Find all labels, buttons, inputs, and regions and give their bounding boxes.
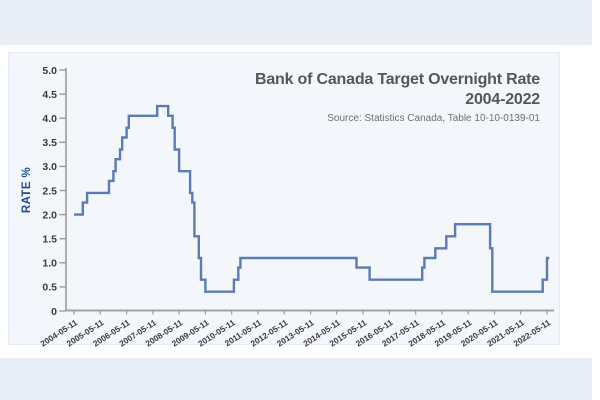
y-tick-label: 0.5 [42, 282, 57, 294]
rate-step-line [74, 104, 550, 293]
y-axis-title: RATE % [21, 166, 33, 214]
chart-title-line1: Bank of Canada Target Overnight Rate [254, 71, 540, 88]
page-background-strip-bottom [0, 358, 592, 400]
y-axis: 0 0.5 1.0 1.5 2.0 2.5 3.0 3.5 4.0 4.5 5.0 [42, 65, 67, 318]
y-tick-label: 0 [51, 306, 57, 318]
y-tick-label: 4.0 [42, 113, 57, 125]
y-tick-label: 3.0 [42, 161, 57, 173]
y-tick-label: 1.5 [42, 234, 57, 246]
page-background-strip-top [0, 0, 592, 45]
y-tick-label: 5.0 [42, 65, 57, 77]
y-axis-tick-labels: 0 0.5 1.0 1.5 2.0 2.5 3.0 3.5 4.0 4.5 5.0 [42, 65, 57, 318]
y-axis-ticks [59, 69, 66, 312]
y-tick-label: 2.0 [42, 209, 57, 221]
chart-panel [8, 52, 560, 345]
y-tick-label: 2.5 [42, 185, 57, 197]
chart-source: Source: Statistics Canada, Table 10-10-0… [327, 113, 540, 125]
y-tick-label: 1.0 [42, 258, 57, 270]
y-tick-label: 3.5 [42, 137, 57, 149]
chart-title-block: Bank of Canada Target Overnight Rate 200… [255, 70, 540, 125]
chart-title-line2: 2004-2022 [465, 90, 540, 108]
y-tick-label: 4.5 [42, 89, 57, 101]
x-axis: 2004-05-112005-05-112006-05-112007-05-11… [38, 309, 554, 349]
x-axis-ticks [73, 310, 548, 315]
x-axis-tick-labels: 2004-05-112005-05-112006-05-112007-05-11… [38, 317, 552, 348]
